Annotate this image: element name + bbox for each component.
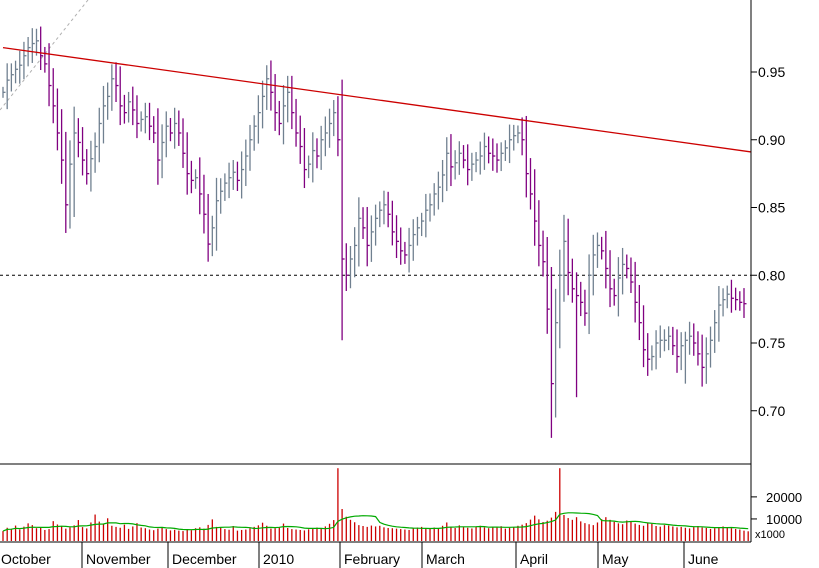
x-tick-label: May <box>602 551 628 567</box>
x-tick-label: 2010 <box>263 551 294 567</box>
volume-average-line <box>2 512 749 532</box>
volume-unit-label: x1000 <box>755 529 785 541</box>
x-tick-label: March <box>426 551 465 567</box>
y-tick-label: 0.75 <box>758 335 785 351</box>
y-tick-label: 0.95 <box>758 64 785 80</box>
price-panel <box>0 0 752 438</box>
x-axis-ticks: October November December 2010 February March… <box>1 542 719 568</box>
y-tick-label: 0.85 <box>758 200 785 216</box>
volume-panel <box>2 468 749 541</box>
x-tick-label: February <box>344 551 400 567</box>
price-y-ticks: 0.95 0.90 0.85 0.80 0.75 0.70 <box>751 64 785 419</box>
y-tick-label: 0.90 <box>758 132 785 148</box>
drawing-diagonal-line <box>0 0 89 111</box>
x-tick-label: December <box>172 551 237 567</box>
x-tick-label: October <box>1 551 51 567</box>
x-tick-label: April <box>520 551 548 567</box>
volume-tick-label: 20000 <box>766 490 802 505</box>
y-tick-label: 0.80 <box>758 267 785 283</box>
axes <box>0 0 752 543</box>
volume-tick-label: 10000 <box>766 512 802 527</box>
x-tick-label: June <box>688 551 719 567</box>
resistance-trendline <box>2 46 752 153</box>
x-tick-label: November <box>86 551 151 567</box>
y-tick-label: 0.70 <box>758 403 785 419</box>
volume-y-ticks: 20000 10000 <box>751 490 802 527</box>
